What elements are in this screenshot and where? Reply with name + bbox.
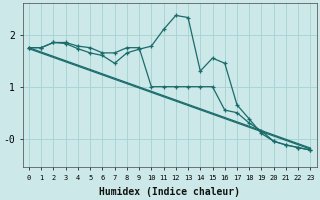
X-axis label: Humidex (Indice chaleur): Humidex (Indice chaleur) [99,186,240,197]
